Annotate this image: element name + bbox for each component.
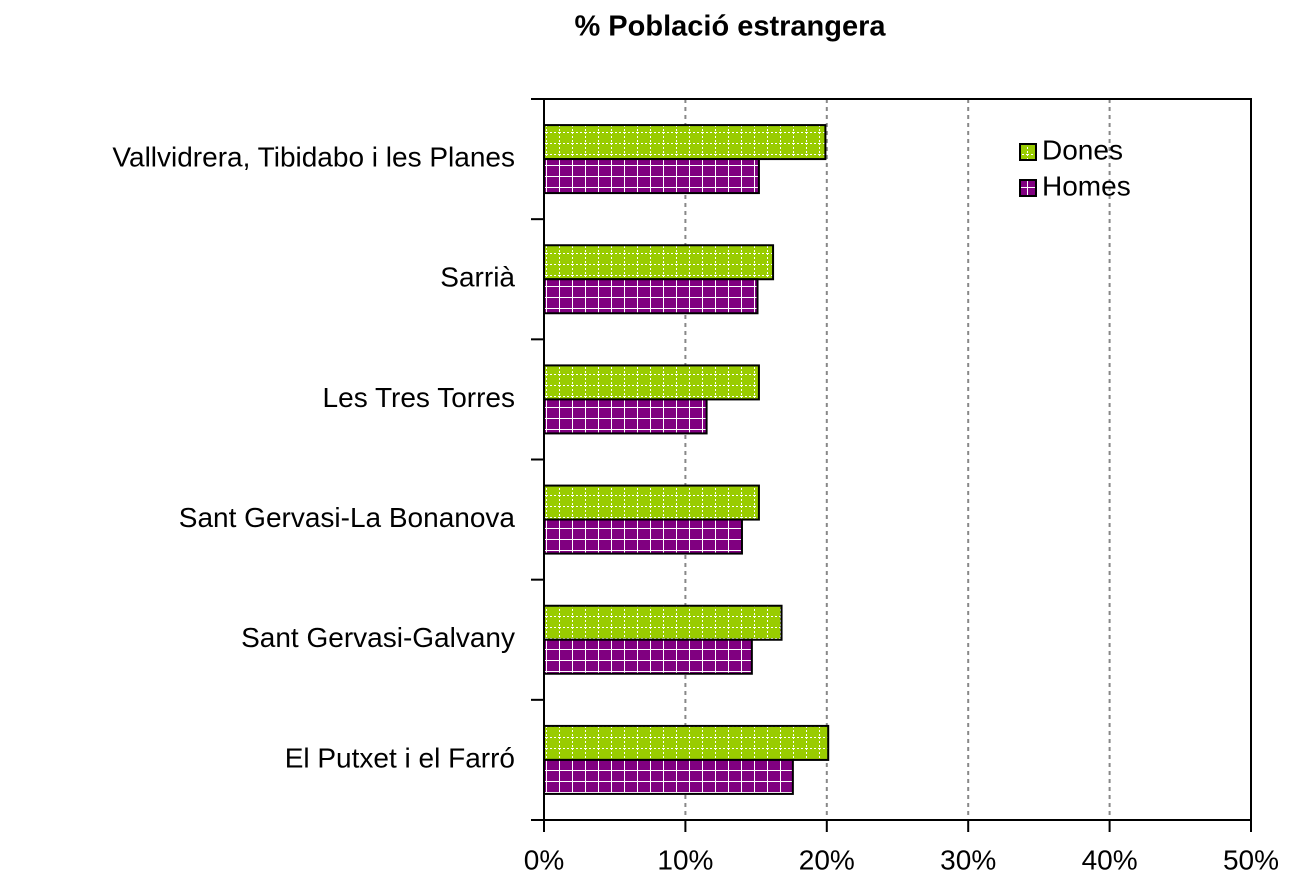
bar	[543, 364, 760, 401]
y-tick-label: Sant Gervasi-La Bonanova	[179, 502, 516, 533]
bar	[543, 604, 783, 641]
chart-title: % Població estrangera	[574, 11, 886, 43]
bar	[543, 758, 794, 795]
bar	[543, 484, 760, 521]
bar	[543, 638, 753, 675]
y-tick-label: Vallvidrera, Tibidabo i les Planes	[112, 141, 515, 172]
bar	[543, 398, 708, 435]
x-tick-label: 10%	[657, 844, 713, 875]
x-tick-label: 30%	[940, 844, 996, 875]
bar	[543, 124, 827, 161]
legend-label: Homes	[1042, 170, 1131, 201]
x-tick-label: 20%	[799, 844, 855, 875]
bar	[543, 724, 830, 761]
bar	[543, 158, 760, 195]
legend-label: Dones	[1042, 134, 1123, 165]
legend-swatch	[1019, 143, 1037, 161]
y-tick-label: Sant Gervasi-Galvany	[241, 622, 515, 653]
bar	[543, 518, 743, 555]
y-tick-label: Les Tres Torres	[323, 382, 515, 413]
bar	[543, 244, 775, 281]
bar	[543, 278, 759, 315]
legend-swatch	[1019, 179, 1037, 197]
x-tick-label: 0%	[524, 844, 564, 875]
x-tick-label: 40%	[1082, 844, 1138, 875]
y-tick-label: El Putxet i el Farró	[285, 742, 515, 773]
x-tick-label: 50%	[1223, 844, 1279, 875]
y-tick-label: Sarrià	[440, 262, 515, 293]
plot-frame	[543, 98, 1252, 821]
